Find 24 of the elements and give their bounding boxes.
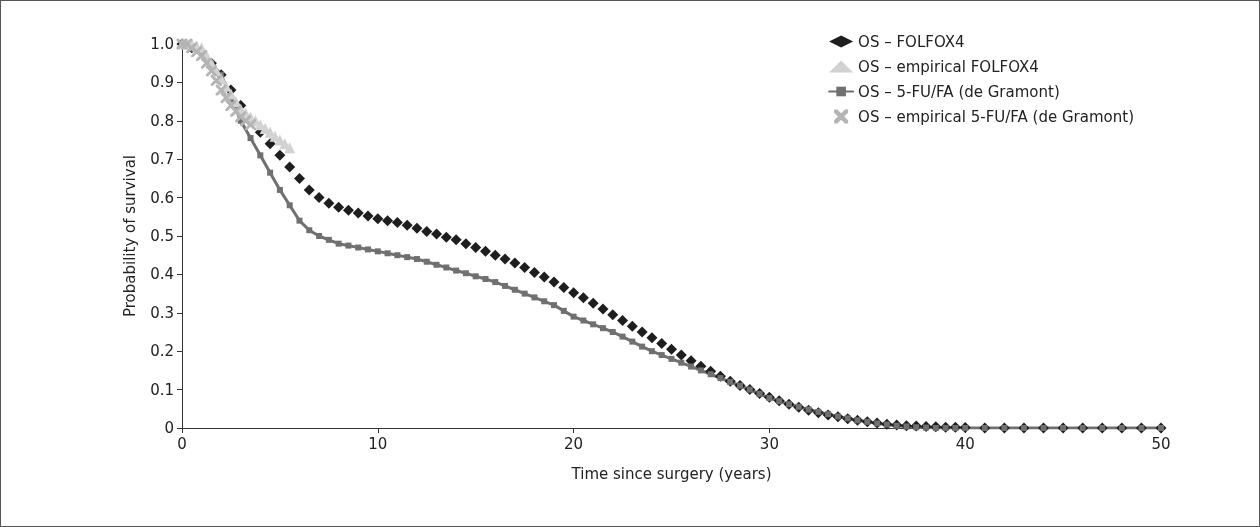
legend-label: OS – 5-FU/FA (de Gramont) — [858, 82, 1060, 101]
y-tick-label: 0.5 — [150, 227, 174, 245]
y-axis-title: Probability of survival — [120, 154, 139, 318]
y-tick-label: 0.4 — [150, 265, 174, 284]
x-tick-label: 50 — [1151, 434, 1171, 453]
legend-label: OS – empirical 5-FU/FA (de Gramont) — [858, 107, 1135, 126]
y-tick-label: 1.0 — [150, 35, 174, 53]
legend-label: OS – FOLFOX4 — [858, 32, 965, 51]
y-tick-label: 0.2 — [150, 342, 174, 361]
x-tick-label: 10 — [368, 434, 388, 453]
x-axis-title: Time since surgery (years) — [570, 464, 772, 483]
y-tick-label: 0.9 — [150, 73, 174, 92]
x-tick-label: 40 — [955, 434, 975, 453]
y-tick-label: 0.8 — [150, 111, 174, 130]
legend-label: OS – empirical FOLFOX4 — [858, 57, 1039, 76]
y-tick-label: 0 — [164, 419, 174, 437]
x-tick-label: 20 — [564, 434, 584, 453]
y-tick-label: 0.6 — [150, 188, 174, 207]
y-tick-label: 0.7 — [150, 150, 174, 169]
x-tick-label: 30 — [759, 434, 779, 453]
y-tick-label: 0.1 — [150, 380, 174, 399]
y-tick-label: 0.3 — [150, 303, 174, 322]
x-tick-label: 0 — [177, 434, 187, 453]
point — [284, 142, 296, 154]
